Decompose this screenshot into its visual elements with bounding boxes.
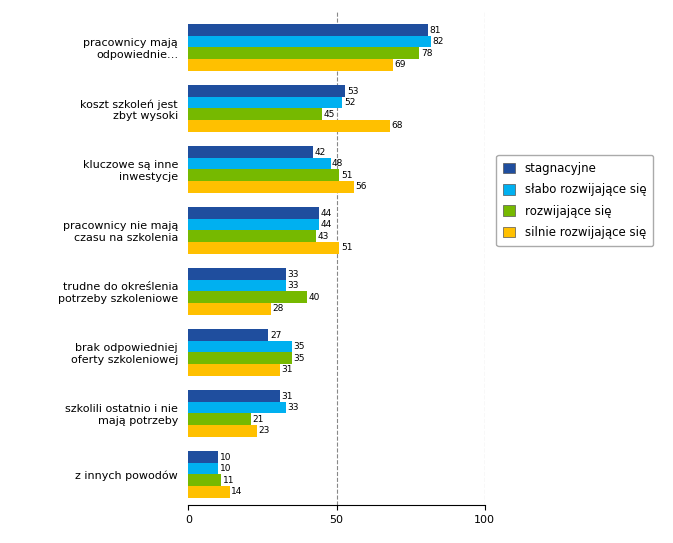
Text: 43: 43 [317, 232, 328, 241]
Text: 53: 53 [347, 86, 358, 96]
Text: 11: 11 [223, 476, 234, 485]
Bar [188, 158, 330, 169]
Bar [188, 169, 339, 181]
Text: 33: 33 [287, 403, 299, 412]
Bar [188, 390, 280, 402]
Text: 33: 33 [287, 269, 299, 279]
Text: 52: 52 [344, 98, 355, 107]
Bar [188, 402, 286, 413]
Text: 10: 10 [219, 464, 231, 473]
Bar [188, 59, 393, 71]
Bar [188, 36, 431, 47]
Text: 48: 48 [332, 159, 343, 168]
Bar [188, 486, 230, 498]
Text: 51: 51 [341, 243, 353, 252]
Text: 31: 31 [282, 392, 293, 401]
Text: 10: 10 [219, 453, 231, 462]
Bar [188, 280, 286, 292]
Text: 42: 42 [314, 148, 326, 156]
Bar [188, 475, 221, 486]
Text: 78: 78 [421, 49, 432, 58]
Bar [188, 352, 292, 364]
Bar [188, 181, 354, 193]
Bar [188, 109, 322, 120]
Text: 40: 40 [308, 293, 320, 302]
Bar [188, 242, 339, 254]
Bar [188, 230, 316, 242]
Bar [188, 463, 218, 475]
Bar [188, 425, 256, 437]
Bar [188, 47, 419, 59]
Text: 27: 27 [270, 331, 281, 339]
Text: 31: 31 [282, 365, 293, 374]
Bar [188, 85, 345, 97]
Text: 69: 69 [394, 60, 406, 70]
Text: 51: 51 [341, 171, 353, 180]
Text: 35: 35 [293, 342, 305, 351]
Bar [188, 341, 292, 352]
Bar [188, 364, 280, 376]
Text: 14: 14 [232, 488, 243, 496]
Bar [188, 97, 343, 109]
Bar [188, 303, 271, 314]
Text: 68: 68 [391, 121, 402, 130]
Bar [188, 219, 319, 230]
Text: 33: 33 [287, 281, 299, 290]
Bar [188, 329, 269, 341]
Legend: stagnacyjne, słabo rozwijające się, rozwijające się, silnie rozwijające się: stagnacyjne, słabo rozwijające się, rozw… [497, 155, 653, 246]
Bar [188, 24, 428, 36]
Bar [188, 451, 218, 463]
Bar [188, 268, 286, 280]
Text: 45: 45 [323, 110, 334, 119]
Text: 44: 44 [320, 209, 332, 218]
Bar [188, 413, 250, 425]
Text: 82: 82 [433, 37, 444, 46]
Bar [188, 292, 307, 303]
Text: 21: 21 [252, 415, 264, 424]
Text: 81: 81 [430, 26, 441, 35]
Text: 56: 56 [356, 182, 367, 191]
Text: 35: 35 [293, 354, 305, 363]
Text: 23: 23 [258, 426, 269, 435]
Text: 28: 28 [273, 305, 284, 313]
Bar [188, 207, 319, 219]
Text: 44: 44 [320, 220, 332, 229]
Bar [188, 146, 313, 158]
Bar [188, 120, 390, 131]
